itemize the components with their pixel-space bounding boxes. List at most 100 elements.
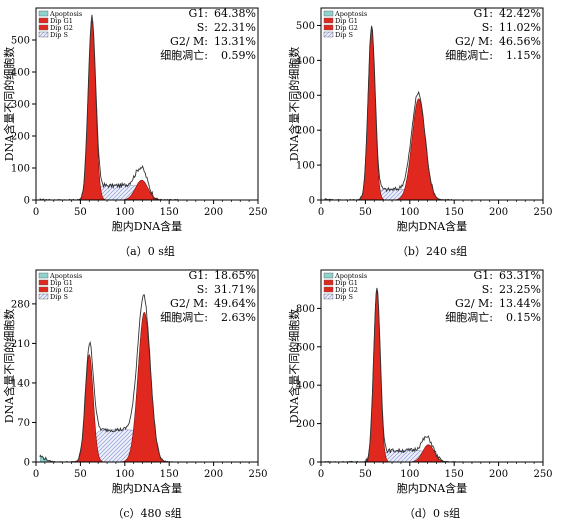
- x-tick-label-a-2: 100: [115, 207, 134, 218]
- legend-label-a-3: Dip S: [50, 31, 68, 39]
- x-tick-label-a-4: 200: [204, 207, 223, 218]
- legend-label-c-3: Dip S: [50, 293, 68, 301]
- stat-label-b-2: G2/ M:: [455, 35, 493, 48]
- legend-swatch-a-1: [39, 18, 48, 23]
- x-tick-label-a-5: 250: [248, 207, 267, 218]
- stat-value-a-1: 22.31%: [214, 21, 256, 34]
- legend-swatch-d-3: [324, 294, 333, 299]
- y-tick-label-c-4: 280: [11, 299, 30, 310]
- stat-label-d-1: S:: [482, 283, 493, 296]
- legend-swatch-d-1: [324, 280, 333, 285]
- histogram-outline-a: [40, 15, 179, 200]
- x-tick-label-a-1: 50: [74, 207, 87, 218]
- stat-value-a-2: 13.31%: [214, 35, 256, 48]
- y-axis-label-a: DNA含量不同的细胞数: [2, 47, 16, 161]
- x-tick-label-b-4: 200: [489, 207, 508, 218]
- x-tick-label-d-5: 250: [533, 469, 552, 480]
- stat-label-a-3: 细胞凋亡:: [160, 48, 208, 62]
- g1-peak-d: [360, 291, 394, 462]
- legend-swatch-d-2: [324, 287, 333, 292]
- legend-swatch-b-0: [324, 11, 333, 16]
- y-tick-label-c-1: 70: [17, 418, 30, 429]
- stat-label-d-0: G1:: [474, 269, 494, 282]
- x-tick-label-d-1: 50: [359, 469, 372, 480]
- stat-value-d-1: 23.25%: [499, 283, 541, 296]
- stat-label-a-2: G2/ M:: [170, 35, 208, 48]
- x-tick-label-b-2: 100: [400, 207, 419, 218]
- stat-label-d-2: G2/ M:: [455, 297, 493, 310]
- legend-swatch-c-0: [39, 273, 48, 278]
- y-tick-label-a-0: 0: [24, 196, 30, 207]
- stat-label-b-1: S:: [482, 21, 493, 34]
- y-tick-label-b-5: 500: [296, 21, 315, 32]
- legend-swatch-d-0: [324, 273, 333, 278]
- legend-swatch-a-0: [39, 11, 48, 16]
- stat-value-d-2: 13.44%: [499, 297, 541, 310]
- legend-swatch-c-3: [39, 294, 48, 299]
- stat-value-d-0: 63.31%: [499, 269, 541, 282]
- stat-label-d-3: 细胞凋亡:: [445, 310, 493, 324]
- stat-label-a-1: S:: [197, 21, 208, 34]
- y-tick-label-b-1: 100: [296, 161, 315, 172]
- stat-label-c-1: S:: [197, 283, 208, 296]
- x-tick-label-d-2: 100: [400, 469, 419, 480]
- stat-value-a-0: 64.38%: [214, 7, 256, 20]
- x-tick-label-c-2: 100: [115, 469, 134, 480]
- x-tick-label-b-3: 150: [445, 207, 464, 218]
- caption-a: （a）0 s组: [119, 244, 175, 258]
- x-tick-label-c-5: 250: [248, 469, 267, 480]
- x-tick-label-b-5: 250: [533, 207, 552, 218]
- x-axis-label-a: 胞内DNA含量: [112, 219, 182, 233]
- stat-label-c-3: 细胞凋亡:: [160, 310, 208, 324]
- x-tick-label-c-3: 150: [160, 469, 179, 480]
- y-tick-label-a-1: 100: [11, 164, 30, 175]
- y-tick-label-c-0: 0: [24, 458, 30, 469]
- stat-value-d-3: 0.15%: [506, 311, 541, 324]
- x-axis-label-c: 胞内DNA含量: [112, 481, 182, 495]
- y-tick-label-a-5: 500: [11, 36, 30, 47]
- legend-swatch-b-3: [324, 32, 333, 37]
- x-axis-label-b: 胞内DNA含量: [397, 219, 467, 233]
- x-tick-label-a-0: 0: [33, 207, 39, 218]
- stat-label-c-0: G1:: [189, 269, 209, 282]
- y-axis-label-c: DNA含量不同的细胞数: [2, 309, 16, 423]
- stat-value-c-0: 18.65%: [214, 269, 256, 282]
- g1-peak-a: [73, 21, 110, 200]
- stat-value-c-3: 2.63%: [221, 311, 256, 324]
- x-tick-label-d-4: 200: [489, 469, 508, 480]
- stat-label-b-0: G1:: [474, 7, 494, 20]
- x-tick-label-c-4: 200: [204, 469, 223, 480]
- stat-value-b-2: 46.56%: [499, 35, 541, 48]
- x-tick-label-d-3: 150: [445, 469, 464, 480]
- x-tick-label-c-0: 0: [33, 469, 39, 480]
- x-tick-label-a-3: 150: [160, 207, 179, 218]
- legend-label-b-3: Dip S: [335, 31, 353, 39]
- legend-label-d-3: Dip S: [335, 293, 353, 301]
- legend-swatch-b-1: [324, 18, 333, 23]
- stat-value-a-3: 0.59%: [221, 49, 256, 62]
- legend-swatch-b-2: [324, 25, 333, 30]
- stat-value-b-0: 42.42%: [499, 7, 541, 20]
- g1-peak-b: [354, 29, 390, 200]
- stat-label-c-2: G2/ M:: [170, 297, 208, 310]
- y-axis-label-b: DNA含量不同的细胞数: [287, 47, 301, 161]
- g2-peak-b: [385, 99, 452, 200]
- y-axis-label-d: DNA含量不同的细胞数: [287, 309, 301, 423]
- stat-value-c-2: 49.64%: [214, 297, 256, 310]
- legend-swatch-c-2: [39, 287, 48, 292]
- x-tick-label-c-1: 50: [74, 469, 87, 480]
- y-tick-label-d-0: 0: [309, 458, 315, 469]
- caption-b: （b）240 s组: [397, 244, 467, 258]
- legend-swatch-a-2: [39, 25, 48, 30]
- legend-swatch-a-3: [39, 32, 48, 37]
- histogram-outline-d: [325, 288, 464, 462]
- y-tick-label-b-0: 0: [309, 196, 315, 207]
- histogram-outline-b: [325, 26, 464, 200]
- x-tick-label-d-0: 0: [318, 469, 324, 480]
